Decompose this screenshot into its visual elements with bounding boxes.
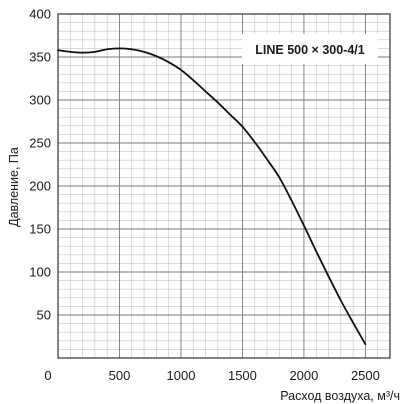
series-line-0: [57, 47, 367, 346]
series-layer: [57, 47, 367, 346]
y-axis-label: Давление, Па: [7, 147, 21, 227]
y-tick-label: 50: [37, 308, 51, 323]
plot-frame: [57, 13, 391, 359]
major-grid: [58, 14, 390, 358]
x-tick-label: 500: [109, 368, 131, 383]
x-tick-label: 2000: [289, 368, 318, 383]
y-tick-label: 400: [29, 7, 51, 22]
legend: LINE 500 × 300-4/1: [242, 34, 378, 64]
y-tick-label: 300: [29, 93, 51, 108]
legend-label: LINE 500 × 300-4/1: [255, 43, 364, 57]
y-tick-label: 150: [29, 222, 51, 237]
y-tick-label: 100: [29, 265, 51, 280]
x-tick-label: 1000: [167, 368, 196, 383]
y-tick-label: 200: [29, 179, 51, 194]
y-tick-label: 250: [29, 136, 51, 151]
x-tick-label: 1500: [228, 368, 257, 383]
origin-tick-label: 0: [44, 368, 51, 383]
y-tick-label: 350: [29, 50, 51, 65]
x-tick-labels: 500 1000 1500 2000 2500: [109, 368, 380, 383]
y-tick-labels: 50 100 150 200 250 300 350 400: [29, 7, 51, 323]
x-axis-label: Расход воздуха, м³/ч: [280, 389, 400, 403]
legend-background: [242, 34, 378, 64]
x-tick-label: 2500: [351, 368, 380, 383]
